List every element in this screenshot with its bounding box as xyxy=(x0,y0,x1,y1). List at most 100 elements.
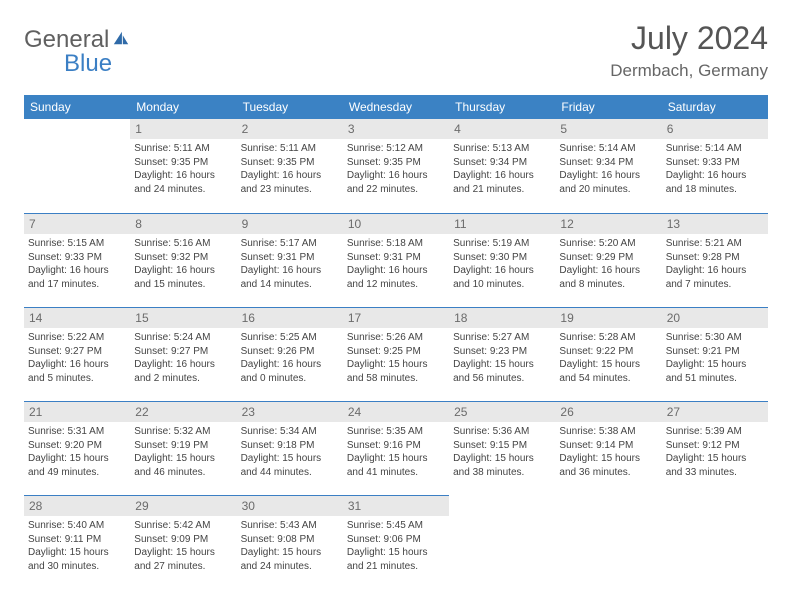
daylight-line: Daylight: 16 hours and 23 minutes. xyxy=(241,169,339,196)
daylight-line: Daylight: 15 hours and 51 minutes. xyxy=(666,358,764,385)
day-cell: 21Sunrise: 5:31 AMSunset: 9:20 PMDayligh… xyxy=(24,401,130,495)
weekday-header: Monday xyxy=(130,95,236,119)
daylight-line: Daylight: 15 hours and 27 minutes. xyxy=(134,546,232,573)
day-cell: 3Sunrise: 5:12 AMSunset: 9:35 PMDaylight… xyxy=(343,119,449,213)
day-number: 19 xyxy=(555,307,661,328)
day-number: 3 xyxy=(343,119,449,139)
sunset-line: Sunset: 9:22 PM xyxy=(559,345,657,359)
weekday-header: Wednesday xyxy=(343,95,449,119)
sunrise-line: Sunrise: 5:26 AM xyxy=(347,331,445,345)
day-cell: 24Sunrise: 5:35 AMSunset: 9:16 PMDayligh… xyxy=(343,401,449,495)
daylight-line: Daylight: 15 hours and 33 minutes. xyxy=(666,452,764,479)
sunset-line: Sunset: 9:09 PM xyxy=(134,533,232,547)
day-number: 1 xyxy=(130,119,236,139)
daylight-line: Daylight: 16 hours and 20 minutes. xyxy=(559,169,657,196)
sunrise-line: Sunrise: 5:24 AM xyxy=(134,331,232,345)
daylight-line: Daylight: 16 hours and 5 minutes. xyxy=(28,358,126,385)
day-cell: 15Sunrise: 5:24 AMSunset: 9:27 PMDayligh… xyxy=(130,307,236,401)
sunrise-line: Sunrise: 5:31 AM xyxy=(28,425,126,439)
calendar-header-row: SundayMondayTuesdayWednesdayThursdayFrid… xyxy=(24,95,768,119)
sunrise-line: Sunrise: 5:28 AM xyxy=(559,331,657,345)
day-number: 12 xyxy=(555,213,661,234)
daylight-line: Daylight: 16 hours and 12 minutes. xyxy=(347,264,445,291)
day-number: 5 xyxy=(555,119,661,139)
sunset-line: Sunset: 9:08 PM xyxy=(241,533,339,547)
day-number: 26 xyxy=(555,401,661,422)
day-cell: 26Sunrise: 5:38 AMSunset: 9:14 PMDayligh… xyxy=(555,401,661,495)
sunset-line: Sunset: 9:32 PM xyxy=(134,251,232,265)
sunrise-line: Sunrise: 5:35 AM xyxy=(347,425,445,439)
day-number: 23 xyxy=(237,401,343,422)
day-cell: 29Sunrise: 5:42 AMSunset: 9:09 PMDayligh… xyxy=(130,495,236,589)
daylight-line: Daylight: 16 hours and 0 minutes. xyxy=(241,358,339,385)
day-cell: 18Sunrise: 5:27 AMSunset: 9:23 PMDayligh… xyxy=(449,307,555,401)
day-number: 4 xyxy=(449,119,555,139)
sunset-line: Sunset: 9:33 PM xyxy=(666,156,764,170)
sunrise-line: Sunrise: 5:39 AM xyxy=(666,425,764,439)
day-cell: 25Sunrise: 5:36 AMSunset: 9:15 PMDayligh… xyxy=(449,401,555,495)
day-number: 17 xyxy=(343,307,449,328)
day-cell: 6Sunrise: 5:14 AMSunset: 9:33 PMDaylight… xyxy=(662,119,768,213)
weekday-header: Sunday xyxy=(24,95,130,119)
day-number: 14 xyxy=(24,307,130,328)
daylight-line: Daylight: 16 hours and 21 minutes. xyxy=(453,169,551,196)
sunrise-line: Sunrise: 5:27 AM xyxy=(453,331,551,345)
brand-word-2: Blue xyxy=(24,50,131,78)
daylight-line: Daylight: 16 hours and 14 minutes. xyxy=(241,264,339,291)
location-text: Dermbach, Germany xyxy=(610,61,768,81)
day-number: 22 xyxy=(130,401,236,422)
empty-cell: . xyxy=(662,495,768,589)
day-cell: 20Sunrise: 5:30 AMSunset: 9:21 PMDayligh… xyxy=(662,307,768,401)
day-cell: 11Sunrise: 5:19 AMSunset: 9:30 PMDayligh… xyxy=(449,213,555,307)
sunset-line: Sunset: 9:19 PM xyxy=(134,439,232,453)
day-cell: 13Sunrise: 5:21 AMSunset: 9:28 PMDayligh… xyxy=(662,213,768,307)
day-number: 8 xyxy=(130,213,236,234)
day-cell: 23Sunrise: 5:34 AMSunset: 9:18 PMDayligh… xyxy=(237,401,343,495)
daylight-line: Daylight: 15 hours and 58 minutes. xyxy=(347,358,445,385)
daylight-line: Daylight: 15 hours and 24 minutes. xyxy=(241,546,339,573)
daylight-line: Daylight: 15 hours and 49 minutes. xyxy=(28,452,126,479)
sunset-line: Sunset: 9:20 PM xyxy=(28,439,126,453)
sunrise-line: Sunrise: 5:16 AM xyxy=(134,237,232,251)
sunset-line: Sunset: 9:29 PM xyxy=(559,251,657,265)
sunrise-line: Sunrise: 5:32 AM xyxy=(134,425,232,439)
sunset-line: Sunset: 9:06 PM xyxy=(347,533,445,547)
sunrise-line: Sunrise: 5:45 AM xyxy=(347,519,445,533)
day-cell: 27Sunrise: 5:39 AMSunset: 9:12 PMDayligh… xyxy=(662,401,768,495)
daylight-line: Daylight: 15 hours and 56 minutes. xyxy=(453,358,551,385)
day-number: 6 xyxy=(662,119,768,139)
day-cell: 10Sunrise: 5:18 AMSunset: 9:31 PMDayligh… xyxy=(343,213,449,307)
sunset-line: Sunset: 9:11 PM xyxy=(28,533,126,547)
day-cell: 16Sunrise: 5:25 AMSunset: 9:26 PMDayligh… xyxy=(237,307,343,401)
brand-logo: GeneralBlue xyxy=(24,20,131,78)
title-block: July 2024 Dermbach, Germany xyxy=(610,20,768,81)
day-cell: 7Sunrise: 5:15 AMSunset: 9:33 PMDaylight… xyxy=(24,213,130,307)
empty-cell: . xyxy=(24,119,130,213)
daylight-line: Daylight: 16 hours and 17 minutes. xyxy=(28,264,126,291)
sunset-line: Sunset: 9:35 PM xyxy=(241,156,339,170)
daylight-line: Daylight: 16 hours and 8 minutes. xyxy=(559,264,657,291)
daylight-line: Daylight: 15 hours and 54 minutes. xyxy=(559,358,657,385)
day-number: 11 xyxy=(449,213,555,234)
daylight-line: Daylight: 15 hours and 46 minutes. xyxy=(134,452,232,479)
sunset-line: Sunset: 9:18 PM xyxy=(241,439,339,453)
weekday-header: Tuesday xyxy=(237,95,343,119)
calendar-row: 7Sunrise: 5:15 AMSunset: 9:33 PMDaylight… xyxy=(24,213,768,307)
page-title: July 2024 xyxy=(610,20,768,57)
sunrise-line: Sunrise: 5:11 AM xyxy=(134,142,232,156)
calendar-row: 21Sunrise: 5:31 AMSunset: 9:20 PMDayligh… xyxy=(24,401,768,495)
empty-cell: . xyxy=(555,495,661,589)
day-cell: 22 Sunrise: 5:32 AMSunset: 9:19 PMDayligh… xyxy=(130,401,236,495)
sunrise-line: Sunrise: 5:30 AM xyxy=(666,331,764,345)
day-number: 15 xyxy=(130,307,236,328)
sunrise-line: Sunrise: 5:14 AM xyxy=(666,142,764,156)
sunrise-line: Sunrise: 5:20 AM xyxy=(559,237,657,251)
day-cell: 4Sunrise: 5:13 AMSunset: 9:34 PMDaylight… xyxy=(449,119,555,213)
day-cell: 28Sunrise: 5:40 AMSunset: 9:11 PMDayligh… xyxy=(24,495,130,589)
header: GeneralBlue July 2024 Dermbach, Germany xyxy=(24,20,768,81)
sunrise-line: Sunrise: 5:17 AM xyxy=(241,237,339,251)
sunset-line: Sunset: 9:16 PM xyxy=(347,439,445,453)
day-number: 13 xyxy=(662,213,768,234)
day-cell: 1Sunrise: 5:11 AMSunset: 9:35 PMDaylight… xyxy=(130,119,236,213)
calendar-row: 14Sunrise: 5:22 AMSunset: 9:27 PMDayligh… xyxy=(24,307,768,401)
